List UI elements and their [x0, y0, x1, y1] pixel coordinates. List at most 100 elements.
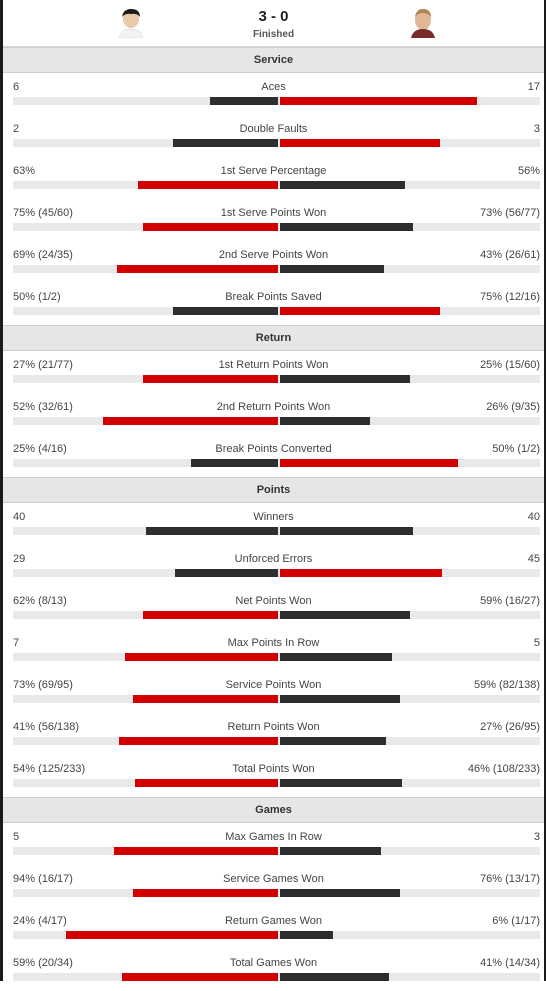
away-stat-value: 73% (56/77)	[480, 207, 540, 219]
away-stat-value: 56%	[517, 165, 540, 177]
home-stat-value: 52% (32/61)	[13, 401, 73, 413]
stat-row: 27% (21/77) 1st Return Points Won 25% (15/…	[3, 351, 544, 393]
stat-label: Total Games Won	[229, 957, 318, 969]
home-stat-value: 27% (21/77)	[13, 359, 73, 371]
away-stat-value: 5	[533, 637, 540, 649]
home-stat-value: 59% (20/34)	[13, 957, 73, 969]
stat-label: Break Points Saved	[225, 291, 322, 303]
stat-label: 1st Return Points Won	[218, 359, 329, 371]
comparison-bar-track	[13, 307, 540, 315]
stat-label: Double Faults	[239, 123, 308, 135]
stat-row: 63% 1st Serve Percentage 56%	[3, 157, 544, 199]
comparison-bar-track	[13, 181, 540, 189]
home-stat-value: 40	[13, 511, 26, 523]
stat-label: Max Games In Row	[225, 831, 322, 843]
comparison-bar-track	[13, 265, 540, 273]
section-header-return: Return	[3, 325, 544, 351]
home-share-bar	[125, 653, 278, 661]
away-share-bar	[280, 459, 458, 467]
stat-label: Return Games Won	[224, 915, 322, 927]
stat-label: 2nd Serve Points Won	[218, 249, 329, 261]
away-stat-value: 43% (26/61)	[480, 249, 540, 261]
home-stat-value: 25% (4/16)	[13, 443, 67, 455]
home-share-bar	[173, 139, 278, 147]
comparison-bar-track	[13, 375, 540, 383]
away-share-bar	[280, 779, 402, 787]
stat-label: Aces	[261, 81, 286, 93]
away-share-bar	[280, 569, 442, 577]
comparison-bar-track	[13, 417, 540, 425]
stat-label: Service Points Won	[225, 679, 322, 691]
section-header-points: Points	[3, 477, 544, 503]
away-stat-value: 3	[533, 831, 540, 843]
away-stat-value: 59% (82/138)	[473, 679, 540, 691]
comparison-bar-track	[13, 847, 540, 855]
comparison-bar-track	[13, 653, 540, 661]
stat-row: 40 Winners 40	[3, 503, 544, 545]
comparison-bar-track	[13, 527, 540, 535]
away-stat-value: 76% (13/17)	[480, 873, 540, 885]
home-stat-value: 29	[13, 553, 26, 565]
home-stat-value: 24% (4/17)	[13, 915, 67, 927]
away-share-bar	[280, 97, 477, 105]
stat-label: Max Points In Row	[227, 637, 320, 649]
home-share-bar	[135, 779, 278, 787]
away-share-bar	[280, 307, 440, 315]
stat-row: 5 Max Games In Row 3	[3, 823, 544, 865]
away-share-bar	[280, 611, 410, 619]
home-stat-value: 62% (8/13)	[13, 595, 67, 607]
away-stat-value: 26% (9/35)	[486, 401, 540, 413]
home-stat-value: 54% (125/233)	[13, 763, 86, 775]
comparison-bar-track	[13, 611, 540, 619]
away-share-bar	[280, 265, 384, 273]
away-share-bar	[280, 737, 386, 745]
away-share-bar	[280, 139, 440, 147]
away-stat-value: 59% (16/27)	[480, 595, 540, 607]
stat-row: 2 Double Faults 3	[3, 115, 544, 157]
stat-row: 24% (4/17) Return Games Won 6% (1/17)	[3, 907, 544, 949]
match-header: 3 - 0 Finished	[3, 0, 544, 47]
home-stat-value: 50% (1/2)	[13, 291, 61, 303]
right-border	[544, 0, 546, 981]
home-stat-value: 94% (16/17)	[13, 873, 73, 885]
away-share-bar	[280, 223, 413, 231]
comparison-bar-track	[13, 973, 540, 981]
home-player-avatar[interactable]	[117, 8, 145, 39]
stat-row: 50% (1/2) Break Points Saved 75% (12/16)	[3, 283, 544, 325]
home-share-bar	[114, 847, 278, 855]
stat-row: 41% (56/138) Return Points Won 27% (26/95)	[3, 713, 544, 755]
home-stat-value: 7	[13, 637, 20, 649]
left-border	[0, 0, 3, 981]
stat-row: 6 Aces 17	[3, 73, 544, 115]
home-stat-value: 63%	[13, 165, 36, 177]
stat-row: 54% (125/233) Total Points Won 46% (108/23…	[3, 755, 544, 797]
stat-row: 25% (4/16) Break Points Converted 50% (1/2…	[3, 435, 544, 477]
away-share-bar	[280, 653, 392, 661]
away-player-avatar[interactable]	[409, 8, 437, 38]
comparison-bar-track	[13, 459, 540, 467]
away-stat-value: 45	[527, 553, 540, 565]
comparison-bar-track	[13, 737, 540, 745]
away-stat-value: 40	[527, 511, 540, 523]
stat-label: Unforced Errors	[234, 553, 313, 565]
stat-row: 94% (16/17) Service Games Won 76% (13/17)	[3, 865, 544, 907]
home-share-bar	[143, 611, 278, 619]
home-share-bar	[175, 569, 278, 577]
away-stat-value: 17	[527, 81, 540, 93]
section-header-service: Service	[3, 47, 544, 73]
section-header-games: Games	[3, 797, 544, 823]
stat-label: 1st Serve Percentage	[220, 165, 327, 177]
stat-row: 7 Max Points In Row 5	[3, 629, 544, 671]
home-stat-value: 6	[13, 81, 20, 93]
comparison-bar-track	[13, 97, 540, 105]
home-share-bar	[117, 265, 278, 273]
stat-label: Winners	[253, 511, 294, 523]
home-share-bar	[122, 973, 278, 981]
stat-row: 52% (32/61) 2nd Return Points Won 26% (9/3…	[3, 393, 544, 435]
home-share-bar	[173, 307, 278, 315]
away-share-bar	[280, 973, 389, 981]
home-share-bar	[133, 695, 278, 703]
away-share-bar	[280, 181, 405, 189]
home-share-bar	[133, 889, 278, 897]
home-stat-value: 2	[13, 123, 20, 135]
